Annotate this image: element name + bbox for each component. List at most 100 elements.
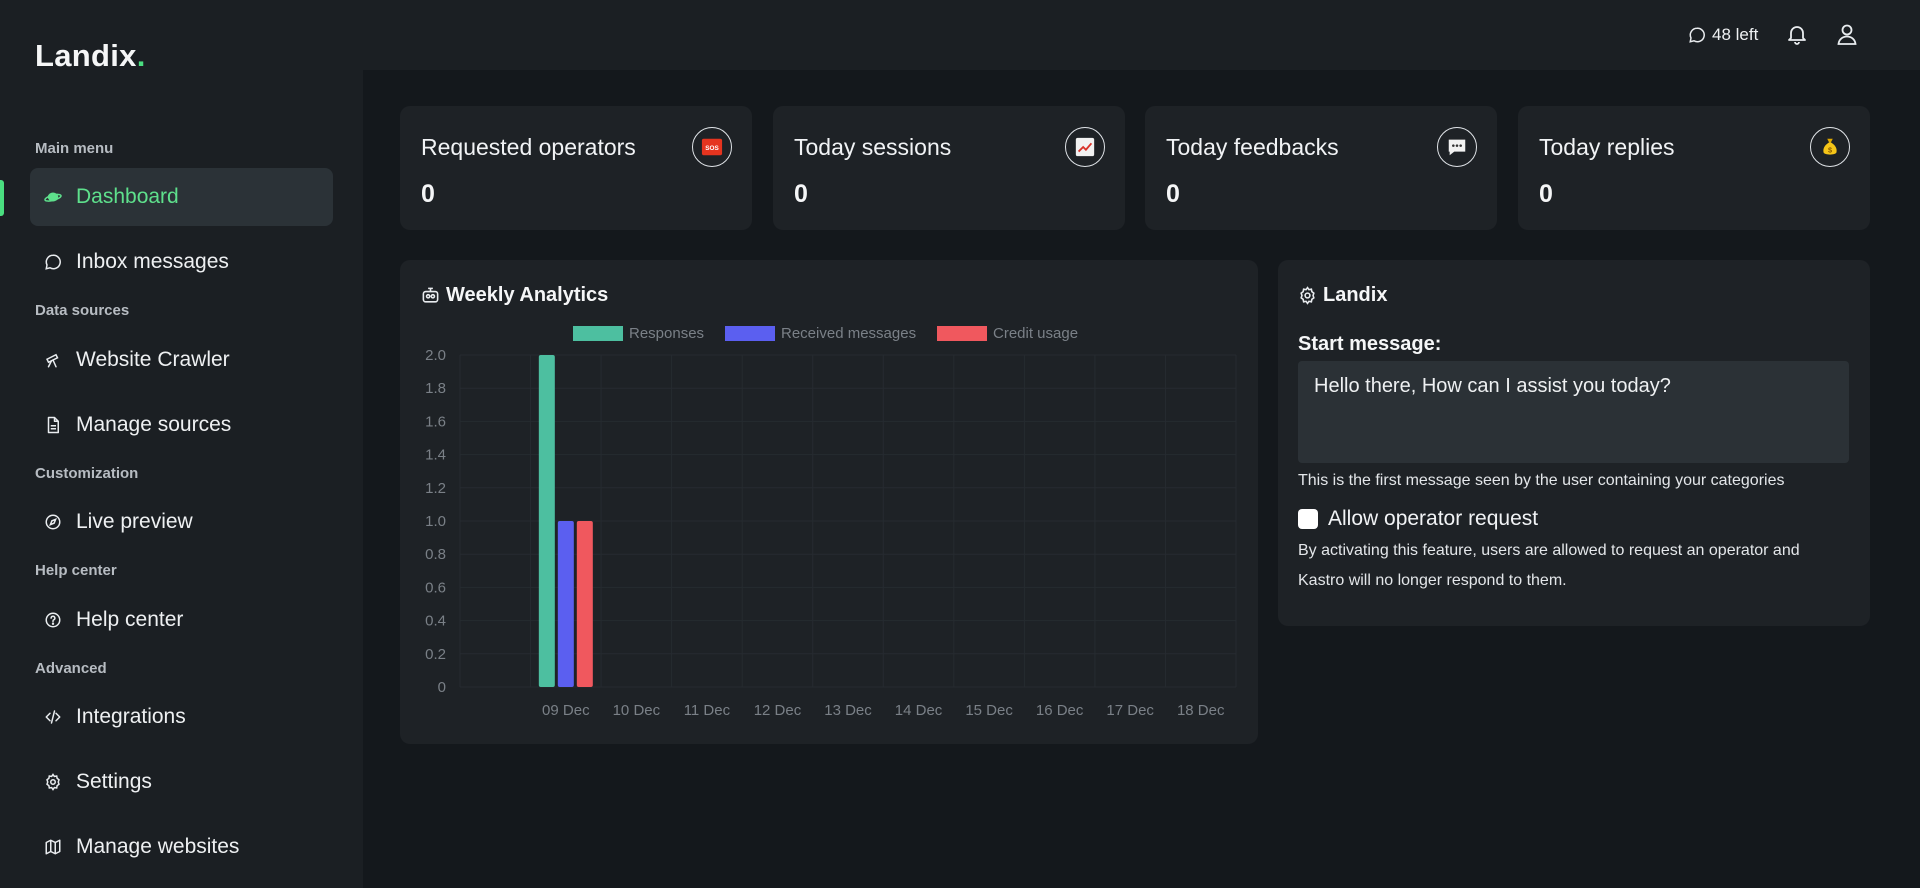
y-tick-label: 2.0 [425, 347, 446, 364]
allow-operator-help-line-2: Kastro will no longer respond to them. [1298, 572, 1567, 589]
legend-item-received-messages[interactable]: Received messages [725, 325, 916, 342]
user-menu-button[interactable] [1834, 21, 1860, 47]
chart-increasing-icon [1065, 127, 1105, 167]
section-main-menu: Main menu [35, 140, 114, 157]
gear-icon [44, 773, 62, 791]
chat-icon [44, 253, 62, 271]
y-tick-label: 0.8 [425, 546, 446, 563]
start-message-help: This is the first message seen by the us… [1298, 472, 1785, 489]
settings-title: Landix [1323, 284, 1388, 306]
legend-label: Credit usage [993, 325, 1079, 342]
brand-dot: . [136, 38, 146, 73]
stat-value: 0 [1166, 180, 1180, 208]
landix-settings-panel: Landix Start message: Hello there, How c… [1278, 260, 1870, 626]
y-tick-label: 0.6 [425, 579, 446, 596]
sidebar-item-integrations[interactable]: Integrations [30, 688, 333, 746]
money-bag-icon: $ [1810, 127, 1850, 167]
chat-icon [1689, 27, 1705, 43]
y-tick-label: 1.6 [425, 413, 446, 430]
legend-item-responses[interactable]: Responses [573, 325, 704, 342]
allow-operator-toggle[interactable]: Allow operator request [1298, 507, 1538, 531]
sidebar-item-manage-sources[interactable]: Manage sources [30, 396, 333, 454]
stat-value: 0 [1539, 180, 1553, 208]
gear-icon [1300, 286, 1315, 305]
sidebar-item-help-center[interactable]: Help center [30, 591, 333, 649]
user-icon [1837, 24, 1857, 45]
credits-indicator[interactable]: 48 left [1688, 25, 1758, 45]
sidebar-item-inbox[interactable]: Inbox messages [30, 233, 333, 291]
y-tick-label: 0.2 [425, 646, 446, 663]
allow-operator-label: Allow operator request [1328, 507, 1539, 530]
active-indicator [0, 180, 4, 216]
legend-swatch [725, 326, 775, 341]
sidebar: Landix. Main menu Dashboard Inbox messag… [0, 0, 363, 888]
section-advanced: Advanced [35, 660, 107, 677]
allow-operator-help-line-1: By activating this feature, users are al… [1298, 542, 1800, 559]
sidebar-item-settings[interactable]: Settings [30, 753, 333, 811]
x-tick-label: 13 Dec [824, 702, 872, 719]
x-tick-label: 18 Dec [1177, 702, 1225, 719]
sos-icon: SOS [692, 127, 732, 167]
compass-icon [44, 513, 62, 531]
y-tick-label: 0 [438, 679, 446, 696]
bar-responses [538, 355, 555, 687]
x-tick-label: 14 Dec [895, 702, 943, 719]
sidebar-item-live-preview[interactable]: Live preview [30, 493, 333, 551]
sidebar-item-website-crawler[interactable]: Website Crawler [30, 331, 333, 389]
analytics-title: Weekly Analytics [446, 284, 609, 306]
stat-title: Today replies [1539, 134, 1675, 160]
stat-card-requested-operators: Requested operators 0 SOS [400, 106, 752, 230]
panel-title: Landix [1298, 284, 1387, 307]
sidebar-item-dashboard[interactable]: Dashboard [30, 168, 333, 226]
bell-icon [1788, 26, 1806, 45]
x-tick-label: 15 Dec [965, 702, 1013, 719]
x-tick-label: 09 Dec [542, 702, 590, 719]
sidebar-item-label: Website Crawler [76, 348, 230, 371]
stat-title: Today feedbacks [1166, 134, 1339, 160]
start-message-label: Start message: [1298, 333, 1442, 355]
x-tick-label: 16 Dec [1036, 702, 1084, 719]
sidebar-item-label: Settings [76, 770, 152, 793]
planet-icon [44, 188, 62, 206]
telescope-icon [44, 351, 62, 369]
legend-swatch [937, 326, 987, 341]
stat-card-today-replies: Today replies 0 $ [1518, 106, 1870, 230]
notifications-button[interactable] [1784, 21, 1810, 47]
stat-value: 0 [794, 180, 808, 208]
brand-name: Landix [35, 38, 137, 73]
credits-text: 48 left [1712, 25, 1759, 44]
stat-title: Today sessions [794, 134, 952, 160]
sidebar-item-label: Live preview [76, 510, 193, 533]
map-icon [44, 838, 62, 856]
x-tick-label: 17 Dec [1106, 702, 1154, 719]
y-tick-label: 1.4 [425, 447, 446, 464]
x-tick-label: 10 Dec [613, 702, 661, 719]
weekly-analytics-chart: 0 0.2 0.4 0.6 0.8 1.0 1.2 1.4 1.6 1.8 2.0 09 Dec 10 … [425, 347, 1237, 719]
legend-item-credit-usage[interactable]: Credit usage [937, 325, 1078, 342]
y-tick-label: 0.4 [425, 613, 446, 630]
y-tick-label: 1.0 [425, 513, 446, 530]
legend-label: Responses [629, 325, 705, 342]
sidebar-item-label: Manage websites [76, 835, 240, 858]
svg-text:$: $ [1828, 146, 1832, 155]
allow-operator-checkbox[interactable] [1298, 509, 1318, 529]
sidebar-item-label: Manage sources [76, 413, 232, 436]
sidebar-item-label: Dashboard [76, 185, 179, 208]
start-message-input[interactable]: Hello there, How can I assist you today? [1298, 361, 1849, 463]
sidebar-item-manage-websites[interactable]: Manage websites [30, 818, 333, 876]
stat-card-today-feedbacks: Today feedbacks 0 [1145, 106, 1497, 230]
section-data-sources: Data sources [35, 302, 130, 319]
panel-title: Weekly Analytics [421, 284, 608, 307]
code-icon [44, 708, 62, 726]
svg-text:SOS: SOS [705, 145, 719, 152]
top-header [363, 0, 1920, 70]
stat-value: 0 [421, 180, 435, 208]
sidebar-item-label: Integrations [76, 705, 186, 728]
speech-bubble-icon [1437, 127, 1477, 167]
sidebar-item-label: Help center [76, 608, 184, 631]
stat-card-today-sessions: Today sessions 0 [773, 106, 1125, 230]
help-icon [44, 611, 62, 629]
brand-logo[interactable]: Landix. [35, 38, 146, 74]
legend-label: Received messages [781, 325, 917, 342]
section-help-center: Help center [35, 562, 117, 579]
